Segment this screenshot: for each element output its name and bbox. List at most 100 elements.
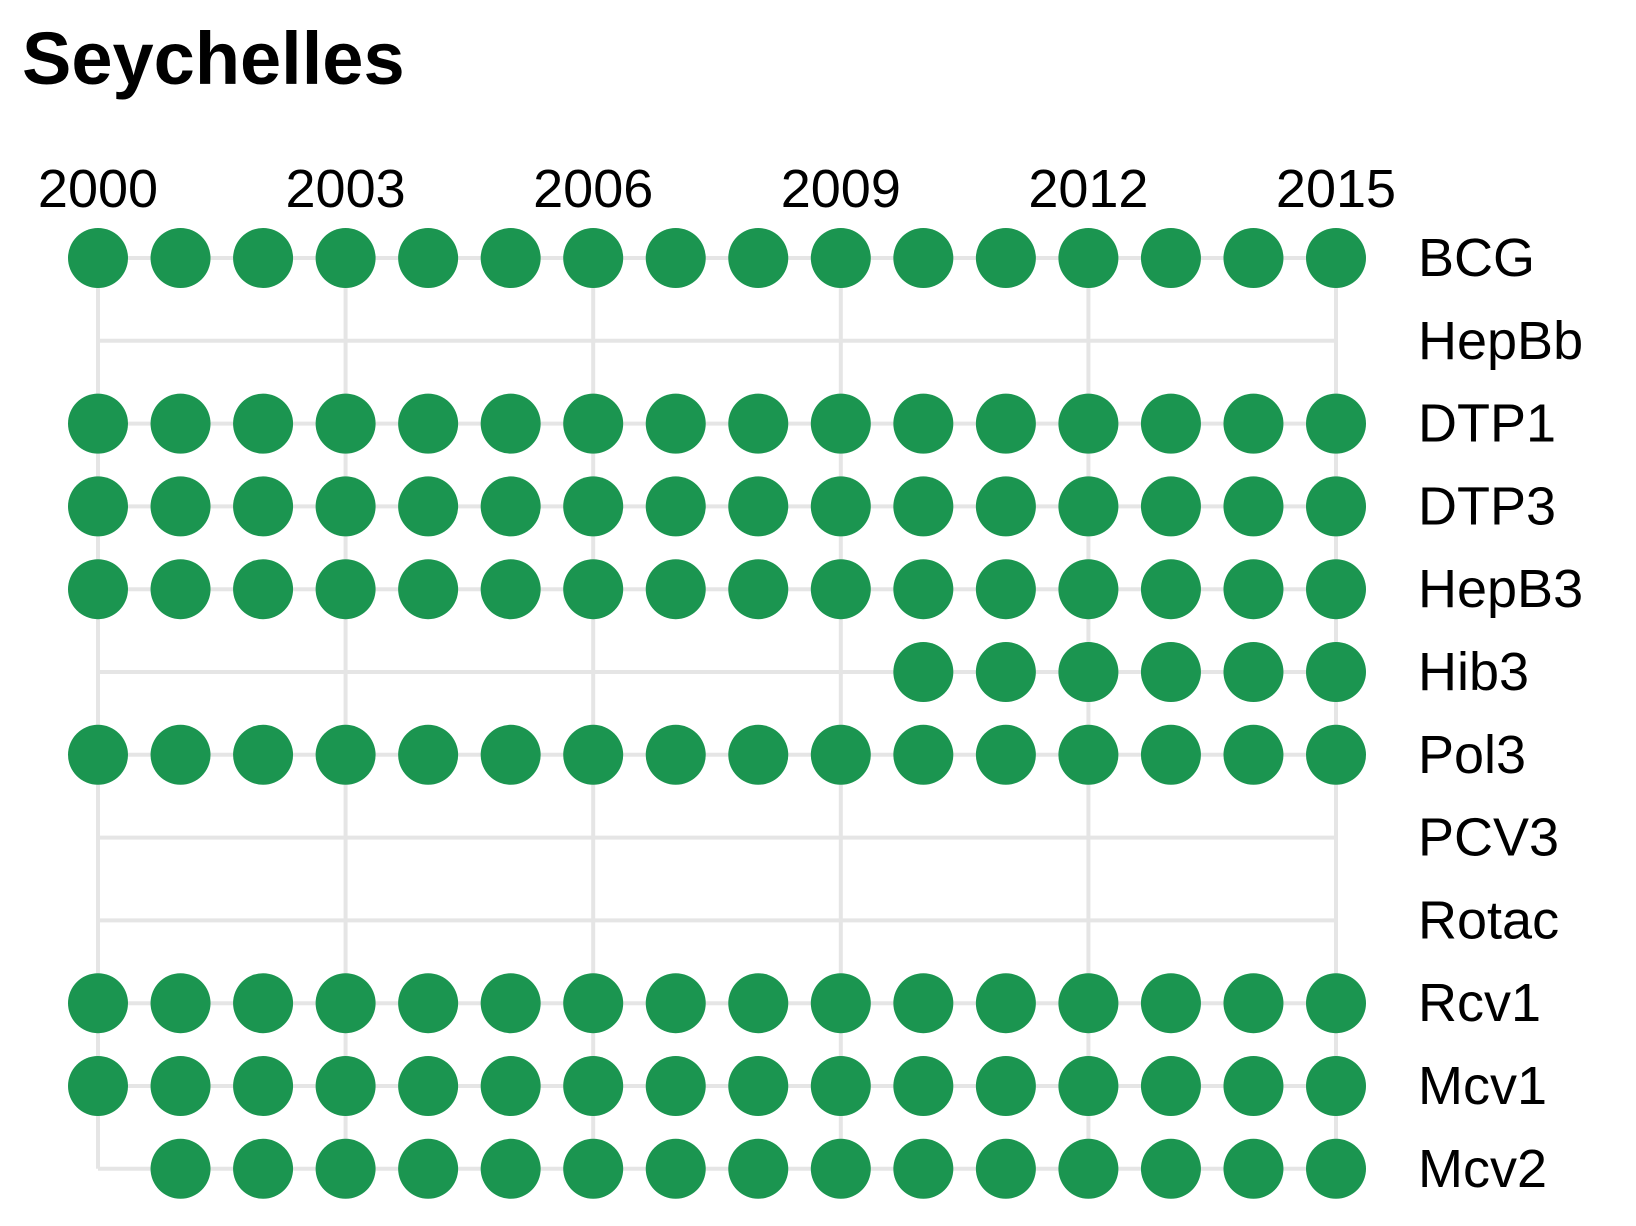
data-point: [975, 476, 1036, 537]
data-point: [1223, 393, 1284, 454]
data-point: [398, 1056, 459, 1116]
data-point: [315, 1056, 376, 1116]
data-point: [1223, 642, 1284, 702]
data-point: [893, 724, 954, 785]
data-point: [728, 1056, 789, 1116]
data-point: [315, 393, 376, 454]
data-point: [1140, 476, 1201, 537]
data-point: [1058, 476, 1119, 537]
data-point: [233, 724, 294, 785]
data-point: [315, 724, 376, 785]
data-point: [645, 1138, 706, 1199]
x-tick-label: 2009: [781, 159, 901, 219]
data-point: [398, 1138, 459, 1199]
data-point: [1223, 973, 1284, 1034]
data-point: [893, 973, 954, 1034]
data-point: [315, 973, 376, 1034]
data-point: [1140, 228, 1201, 288]
data-point: [1058, 1056, 1119, 1116]
data-point: [1058, 1138, 1119, 1199]
row-label: HepB3: [1418, 559, 1583, 619]
row-label: Rcv1: [1418, 973, 1541, 1033]
data-point: [1058, 393, 1119, 454]
data-point: [645, 393, 706, 454]
data-point: [975, 393, 1036, 454]
data-point: [1306, 476, 1366, 537]
data-point: [810, 559, 871, 620]
data-point: [893, 393, 954, 454]
data-point: [728, 1138, 789, 1199]
x-tick-label: 2006: [533, 159, 653, 219]
data-point: [1306, 642, 1366, 702]
data-point: [233, 476, 294, 537]
data-point: [1306, 973, 1366, 1034]
data-point: [810, 228, 871, 288]
data-point: [68, 724, 128, 785]
data-point: [645, 476, 706, 537]
data-point: [1223, 476, 1284, 537]
data-point: [975, 1056, 1036, 1116]
data-point: [728, 973, 789, 1034]
data-point: [1140, 1138, 1201, 1199]
data-point: [810, 476, 871, 537]
data-points: [68, 228, 1366, 1199]
data-point: [810, 973, 871, 1034]
data-point: [563, 1056, 624, 1116]
row-label: DTP1: [1418, 394, 1556, 454]
data-point: [1140, 642, 1201, 702]
data-point: [563, 393, 624, 454]
data-point: [893, 559, 954, 620]
data-point: [233, 559, 294, 620]
data-point: [810, 1138, 871, 1199]
data-point: [315, 1138, 376, 1199]
data-point: [1223, 228, 1284, 288]
data-point: [893, 228, 954, 288]
data-point: [480, 973, 541, 1034]
data-point: [1223, 724, 1284, 785]
data-point: [1306, 393, 1366, 454]
data-point: [233, 393, 294, 454]
data-point: [1140, 973, 1201, 1034]
data-point: [480, 228, 541, 288]
x-tick-label: 2015: [1276, 159, 1396, 219]
data-point: [1223, 559, 1284, 620]
data-point: [1306, 228, 1366, 288]
x-tick-label: 2012: [1028, 159, 1148, 219]
data-point: [975, 724, 1036, 785]
row-label: Hib3: [1418, 642, 1529, 702]
x-axis-tick-labels: 2000 2003 2006 2009 2012 2015: [38, 159, 1396, 219]
data-point: [150, 393, 211, 454]
data-point: [1058, 642, 1119, 702]
data-point: [398, 476, 459, 537]
row-labels: BCG HepBb DTP1 DTP3 HepB3 Hib3 Pol3 PCV3 Rotac Rc…: [1418, 228, 1583, 1199]
data-point: [150, 476, 211, 537]
data-point: [1058, 973, 1119, 1034]
row-label: PCV3: [1418, 808, 1559, 868]
data-point: [563, 476, 624, 537]
data-point: [1140, 1056, 1201, 1116]
data-point: [68, 559, 128, 620]
data-point: [150, 1056, 211, 1116]
data-point: [398, 393, 459, 454]
data-point: [233, 1056, 294, 1116]
data-point: [315, 476, 376, 537]
data-point: [68, 228, 128, 288]
data-point: [1140, 724, 1201, 785]
data-point: [1223, 1056, 1284, 1116]
data-point: [645, 724, 706, 785]
data-point: [398, 559, 459, 620]
data-point: [893, 642, 954, 702]
chart-title: Seychelles: [22, 17, 405, 100]
data-point: [398, 724, 459, 785]
row-label: Rotac: [1418, 890, 1559, 950]
data-point: [563, 724, 624, 785]
data-point: [893, 476, 954, 537]
data-point: [68, 973, 128, 1034]
data-point: [728, 393, 789, 454]
data-point: [68, 393, 128, 454]
data-point: [563, 973, 624, 1034]
data-point: [728, 476, 789, 537]
data-point: [563, 559, 624, 620]
data-point: [975, 1138, 1036, 1199]
